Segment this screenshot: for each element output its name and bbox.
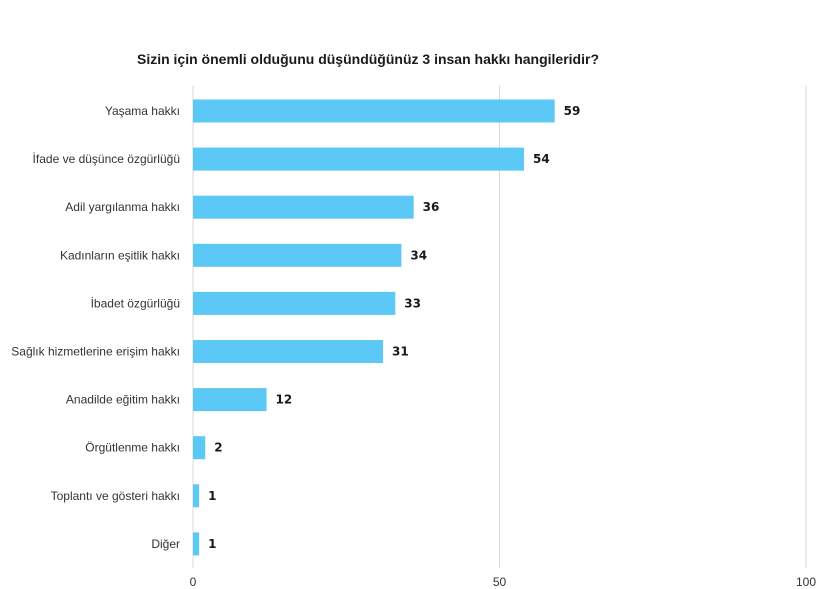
category-label: Diğer: [151, 537, 180, 551]
category-label: Adil yargılanma hakkı: [65, 200, 180, 214]
value-label: 54: [533, 152, 550, 166]
value-label: 2: [214, 441, 222, 455]
bar: [193, 484, 200, 508]
bar: [193, 147, 525, 171]
bar: [193, 388, 267, 412]
bar: [193, 99, 555, 123]
chart-title: Sizin için önemli olduğunu düşündüğünüz …: [137, 51, 599, 67]
x-axis-ticks: 0 50 100: [190, 575, 817, 589]
value-label: 1: [208, 489, 216, 503]
category-label: İbadet özgürlüğü: [91, 296, 180, 310]
category-label: İfade ve düşünce özgürlüğü: [33, 152, 180, 166]
value-label: 1: [208, 537, 216, 551]
bar: [193, 195, 414, 219]
category-label: Örgütlenme hakkı: [85, 441, 180, 455]
value-label: 36: [423, 200, 440, 214]
bar: [193, 243, 402, 267]
value-label: 33: [404, 296, 421, 310]
category-label: Toplantı ve gösteri hakkı: [51, 489, 180, 503]
category-label: Yaşama hakkı: [105, 104, 180, 118]
value-label: 59: [564, 104, 581, 118]
x-tick-label: 100: [796, 575, 816, 589]
category-label: Sağlık hizmetlerine erişim hakkı: [11, 345, 180, 359]
bar: [193, 532, 200, 556]
value-label: 12: [276, 393, 293, 407]
bars: [193, 99, 555, 556]
value-labels: 59 54 36 34 33 31 12 2 1 1: [208, 104, 580, 551]
x-tick-label: 50: [493, 575, 507, 589]
value-label: 34: [410, 248, 427, 262]
bar: [193, 291, 396, 315]
category-label: Kadınların eşitlik hakkı: [60, 248, 180, 262]
x-tick-label: 0: [190, 575, 197, 589]
category-label: Anadilde eğitim hakkı: [66, 393, 180, 407]
bar: [193, 436, 206, 460]
bar: [193, 340, 384, 363]
value-label: 31: [392, 345, 409, 359]
category-labels: Yaşama hakkı İfade ve düşünce özgürlüğü Ad…: [11, 104, 180, 551]
